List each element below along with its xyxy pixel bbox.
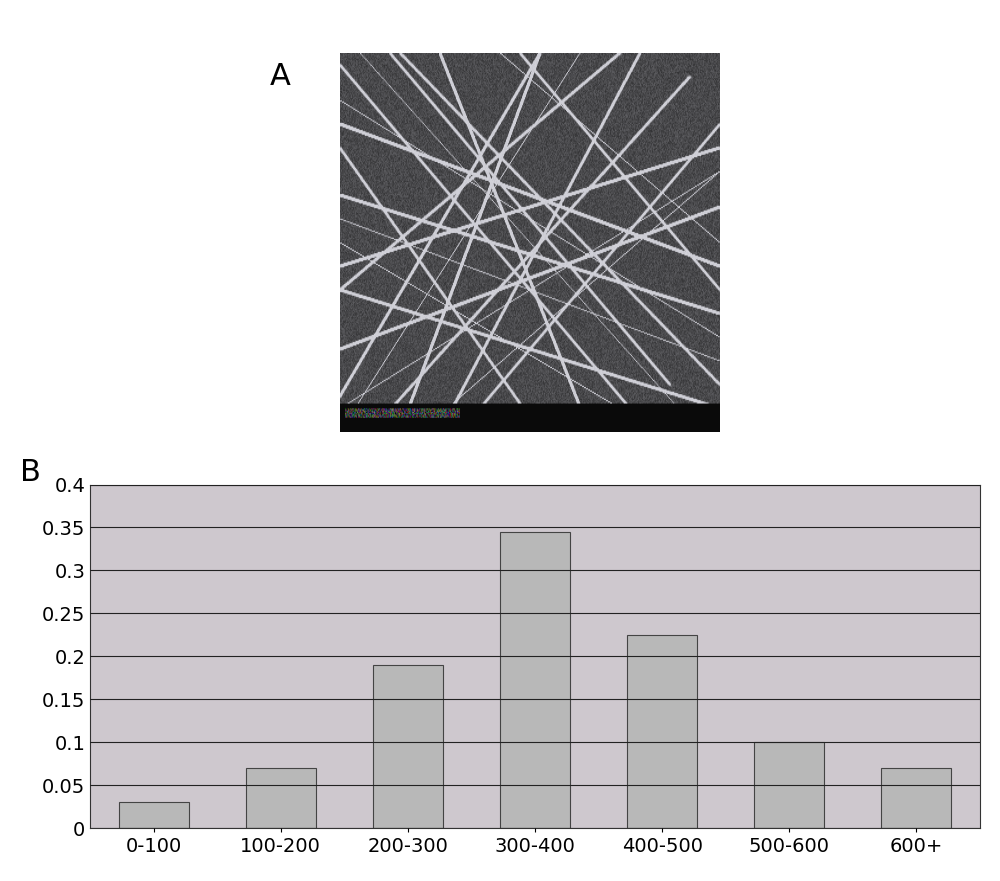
Bar xyxy=(881,768,951,828)
Bar xyxy=(627,635,697,828)
Bar xyxy=(373,665,443,828)
Bar xyxy=(119,803,189,828)
Bar xyxy=(500,532,570,828)
Bar xyxy=(246,768,316,828)
Text: A: A xyxy=(270,62,291,91)
Text: B: B xyxy=(20,458,41,487)
Bar xyxy=(754,742,824,828)
